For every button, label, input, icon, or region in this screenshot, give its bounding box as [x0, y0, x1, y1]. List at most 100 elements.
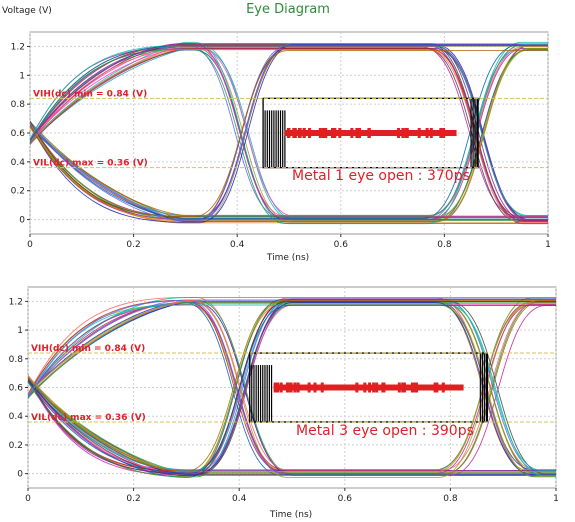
eye-width-marker-tick — [289, 382, 293, 393]
y-tick-label: 1.2 — [9, 297, 23, 307]
signal-trace — [30, 48, 548, 222]
eye-width-marker-tick — [318, 128, 322, 138]
eye-width-marker-tick — [330, 128, 334, 138]
x-axis-label: Time (ns) — [266, 253, 309, 263]
x-tick-label: 0.4 — [232, 494, 247, 504]
eye-width-marker-tick — [324, 128, 328, 138]
signal-trace — [28, 380, 556, 476]
eye-width-marker-tick — [321, 128, 325, 138]
eye-width-marker-tick — [279, 382, 283, 393]
signal-trace — [30, 44, 548, 223]
eye-width-marker-tick — [410, 382, 414, 393]
y-tick-label: 0.6 — [9, 384, 24, 394]
y-tick-label: 0.8 — [9, 355, 24, 365]
eye-diagram-chart-metal1: Eye Diagram Voltage (V) Time (ns) VIH(dc… — [2, 2, 551, 263]
eye-width-marker-tick — [401, 128, 405, 138]
eye-width-marker-tick — [404, 128, 408, 138]
eye-width-marker-tick — [425, 128, 429, 138]
signal-trace — [28, 299, 556, 472]
signal-trace — [28, 298, 556, 474]
eye-width-marker-tick — [302, 128, 306, 138]
threshold-label: VIL(dc) max = 0.36 (V) — [33, 159, 148, 169]
eye-width-marker-tick — [441, 382, 445, 393]
x-tick-label: 0 — [25, 494, 31, 504]
signal-trace — [28, 304, 556, 474]
eye-width-marker-tick — [350, 128, 354, 138]
y-tick-label: 0 — [19, 216, 25, 226]
signal-trace — [28, 302, 556, 476]
eye-width-marker-tick — [442, 128, 446, 138]
signal-trace — [30, 48, 548, 217]
y-tick-label: 0.8 — [11, 100, 26, 110]
signal-trace — [28, 304, 556, 474]
x-axis-label: Time (ns) — [269, 510, 312, 520]
eye-width-marker-tick — [358, 128, 362, 138]
eye-width-marker-tick — [320, 382, 324, 393]
signal-traces — [28, 296, 556, 479]
threshold-label: VIH(dc) min = 0.84 (V) — [33, 89, 147, 99]
signal-trace — [28, 301, 556, 476]
eye-width-marker-tick — [367, 128, 371, 138]
eye-width-marker-tick — [363, 382, 367, 393]
signal-trace — [28, 375, 556, 473]
x-tick-label: 0 — [27, 240, 33, 250]
eye-width-marker-tick — [401, 382, 405, 393]
y-tick-label: 0.4 — [11, 158, 26, 168]
y-tick-label: 1 — [17, 326, 23, 336]
eye-width-marker-tick — [368, 382, 372, 393]
eye-width-marker-tick — [273, 382, 277, 393]
eye-width-marker-tick — [275, 382, 279, 393]
eye-width-marker-tick — [397, 128, 401, 138]
eye-width-marker-tick — [292, 128, 296, 138]
signal-trace — [28, 305, 556, 476]
threshold-lines: VIH(dc) min = 0.84 (V) VIL(dc) max = 0.36… — [28, 344, 556, 423]
signal-trace — [30, 44, 548, 217]
eye-width-marker-tick — [333, 128, 337, 138]
y-tick-label: 1.2 — [11, 42, 25, 52]
signal-trace — [30, 120, 548, 218]
y-axis-label: Voltage (V) — [2, 6, 52, 16]
signal-trace — [30, 45, 548, 219]
eye-mask-rect — [262, 97, 479, 169]
eye-width-marker-tick — [307, 382, 311, 393]
axis-ticks: 0 0.2 0.4 0.6 0.8 1 0 0.2 0.4 0.6 0.8 1 1.2 — [9, 297, 559, 504]
y-tick-label: 0.2 — [9, 441, 23, 451]
signal-trace — [28, 300, 556, 472]
chart-title: Eye Diagram — [246, 2, 330, 17]
x-tick-label: 0.4 — [230, 240, 245, 250]
eye-width-marker-tick — [355, 128, 359, 138]
eye-width-marker-tick — [382, 382, 386, 393]
y-tick-label: 0 — [17, 470, 23, 480]
eye-width-marker-tick — [397, 382, 401, 393]
y-tick-label: 0.6 — [11, 129, 26, 139]
eye-width-marker-tick — [296, 382, 300, 393]
eye-width-marker-tick — [413, 382, 417, 393]
signal-trace — [30, 49, 548, 224]
signal-trace — [30, 42, 548, 221]
threshold-label: VIL(dc) max = 0.36 (V) — [31, 413, 146, 423]
x-tick-label: 0.8 — [443, 494, 458, 504]
eye-width-marker-tick — [429, 128, 433, 138]
threshold-label: VIH(dc) min = 0.84 (V) — [31, 344, 145, 354]
eye-width-marker-tick — [355, 382, 359, 393]
signal-trace — [28, 300, 556, 475]
x-tick-label: 0.2 — [126, 494, 140, 504]
signal-trace — [30, 48, 548, 223]
y-tick-label: 0.4 — [9, 412, 24, 422]
eye-mask-rect — [249, 352, 489, 423]
eye-width-marker-tick — [439, 128, 443, 138]
y-tick-label: 1 — [19, 71, 25, 81]
eye-width-marker-tick — [287, 128, 291, 138]
x-tick-label: 1 — [545, 240, 551, 250]
threshold-lines: VIH(dc) min = 0.84 (V) VIL(dc) max = 0.36… — [30, 89, 548, 169]
eye-width-marker-tick — [293, 128, 297, 138]
signal-trace — [28, 301, 556, 395]
signal-trace — [30, 50, 548, 218]
eye-width-marker-tick — [417, 128, 421, 138]
eye-open-annotation: Metal 1 eye open : 370ps — [292, 168, 470, 184]
eye-width-marker-tick — [433, 382, 437, 393]
signal-trace — [28, 297, 556, 397]
signal-trace — [28, 304, 556, 477]
eye-width-marker-tick — [338, 128, 342, 138]
